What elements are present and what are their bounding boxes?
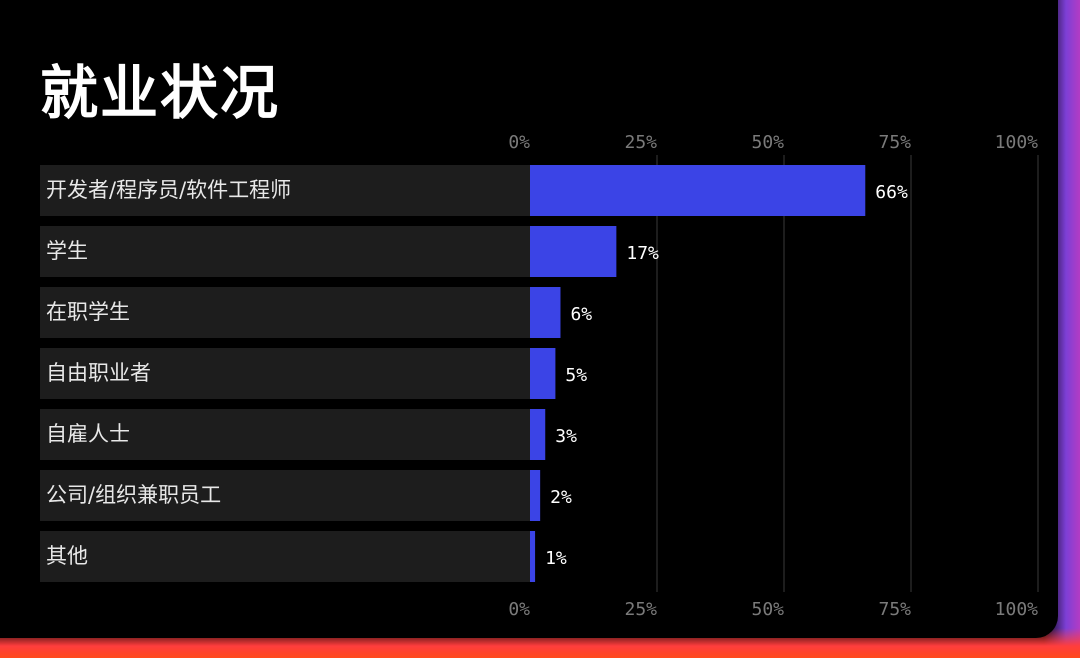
x-tick-label-top: 0% (508, 132, 530, 153)
category-row-background (40, 165, 530, 216)
x-tick-label-top: 100% (995, 132, 1039, 153)
x-tick-label-bottom: 0% (508, 599, 530, 620)
value-label: 6% (570, 304, 592, 325)
value-label: 1% (545, 548, 567, 569)
bar (530, 531, 536, 582)
value-label: 17% (626, 243, 659, 264)
x-tick-label-bottom: 75% (878, 599, 911, 620)
category-label: 开发者/程序员/软件工程师 (46, 178, 291, 202)
bar (530, 287, 561, 338)
bar (530, 409, 546, 460)
value-label: 3% (555, 426, 577, 447)
bar (530, 470, 541, 521)
value-label: 5% (565, 365, 587, 386)
bar (530, 348, 556, 399)
category-row-background (40, 470, 530, 521)
page-title: 就业状况 (40, 59, 281, 127)
x-tick-label-bottom: 50% (751, 599, 784, 620)
category-row-background (40, 226, 530, 277)
category-row-background (40, 409, 530, 460)
value-label: 66% (875, 182, 908, 203)
category-label: 学生 (46, 239, 88, 263)
category-row-background (40, 287, 530, 338)
x-tick-label-top: 75% (878, 132, 911, 153)
x-tick-label-bottom: 25% (624, 599, 657, 620)
category-label: 自由职业者 (46, 361, 151, 385)
bar (530, 226, 617, 277)
category-label: 其他 (46, 544, 88, 568)
category-label: 在职学生 (46, 300, 130, 324)
x-tick-label-top: 25% (624, 132, 657, 153)
x-tick-label-top: 50% (751, 132, 784, 153)
x-tick-label-bottom: 100% (995, 599, 1039, 620)
value-label: 2% (550, 487, 572, 508)
category-row-background (40, 348, 530, 399)
bar (530, 165, 866, 216)
category-row-background (40, 531, 530, 582)
category-label: 公司/组织兼职员工 (46, 483, 221, 507)
category-label: 自雇人士 (46, 422, 130, 446)
